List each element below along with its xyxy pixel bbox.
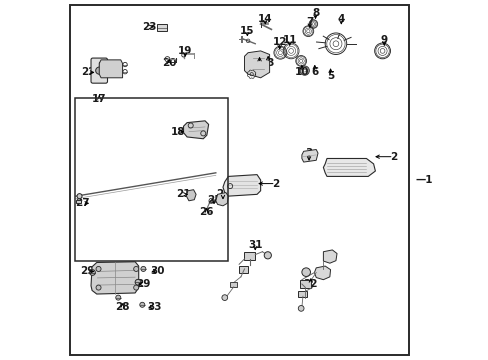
Circle shape [96, 285, 101, 290]
Circle shape [135, 279, 141, 285]
Circle shape [141, 266, 145, 271]
Circle shape [133, 266, 139, 271]
Polygon shape [301, 149, 317, 162]
Text: —1: —1 [415, 175, 432, 185]
Text: 7: 7 [305, 17, 313, 27]
Text: 14: 14 [258, 14, 272, 24]
Text: 29: 29 [136, 279, 150, 289]
FancyBboxPatch shape [91, 58, 107, 83]
Text: 18: 18 [171, 127, 185, 136]
Text: 32: 32 [303, 279, 317, 289]
Text: 9: 9 [380, 35, 387, 45]
Circle shape [96, 266, 101, 271]
Circle shape [89, 270, 95, 275]
Text: 2: 2 [389, 152, 396, 162]
Circle shape [301, 268, 310, 276]
Bar [230, 282, 237, 287]
Text: 8: 8 [311, 8, 319, 18]
Polygon shape [244, 51, 269, 78]
Text: 2: 2 [271, 179, 279, 189]
Circle shape [96, 67, 102, 74]
Bar [239, 266, 247, 273]
Circle shape [298, 306, 304, 311]
Text: 25: 25 [206, 195, 221, 205]
Bar [298, 291, 306, 297]
Circle shape [140, 302, 144, 307]
Text: 21: 21 [176, 189, 190, 199]
Text: 26: 26 [199, 207, 214, 217]
Bar [76, 200, 81, 203]
Text: 11: 11 [282, 35, 296, 45]
Bar [75, 98, 228, 261]
Text: 23: 23 [142, 22, 156, 32]
Polygon shape [183, 121, 208, 139]
Text: 33: 33 [146, 302, 161, 312]
Text: 19: 19 [178, 46, 192, 56]
Circle shape [222, 295, 227, 301]
Polygon shape [323, 158, 375, 176]
Polygon shape [186, 190, 196, 201]
Polygon shape [99, 60, 122, 78]
Text: 31: 31 [247, 239, 262, 249]
Text: 20: 20 [162, 58, 176, 68]
Polygon shape [91, 262, 139, 294]
Text: 27: 27 [75, 198, 89, 208]
Text: 13: 13 [261, 58, 275, 68]
Circle shape [264, 252, 271, 259]
Text: 22: 22 [81, 67, 96, 77]
Text: 12: 12 [272, 37, 286, 47]
Polygon shape [215, 193, 228, 206]
Text: 24: 24 [215, 189, 230, 199]
Text: 5: 5 [326, 71, 333, 81]
Polygon shape [314, 266, 330, 280]
Text: 10: 10 [294, 67, 308, 77]
Circle shape [77, 194, 82, 199]
Bar [300, 280, 310, 288]
Bar [156, 24, 166, 31]
Polygon shape [323, 250, 336, 263]
Text: 16: 16 [252, 58, 266, 68]
Text: 17: 17 [92, 94, 106, 104]
Text: 30: 30 [150, 266, 164, 276]
Bar [244, 252, 255, 260]
Text: 4: 4 [337, 14, 345, 24]
Circle shape [116, 295, 121, 300]
Text: 6: 6 [310, 67, 318, 77]
Text: 29: 29 [80, 266, 94, 276]
Text: 3: 3 [305, 148, 312, 158]
Text: 15: 15 [240, 26, 254, 36]
Circle shape [133, 285, 139, 290]
Text: 28: 28 [115, 302, 129, 312]
Polygon shape [223, 175, 260, 196]
